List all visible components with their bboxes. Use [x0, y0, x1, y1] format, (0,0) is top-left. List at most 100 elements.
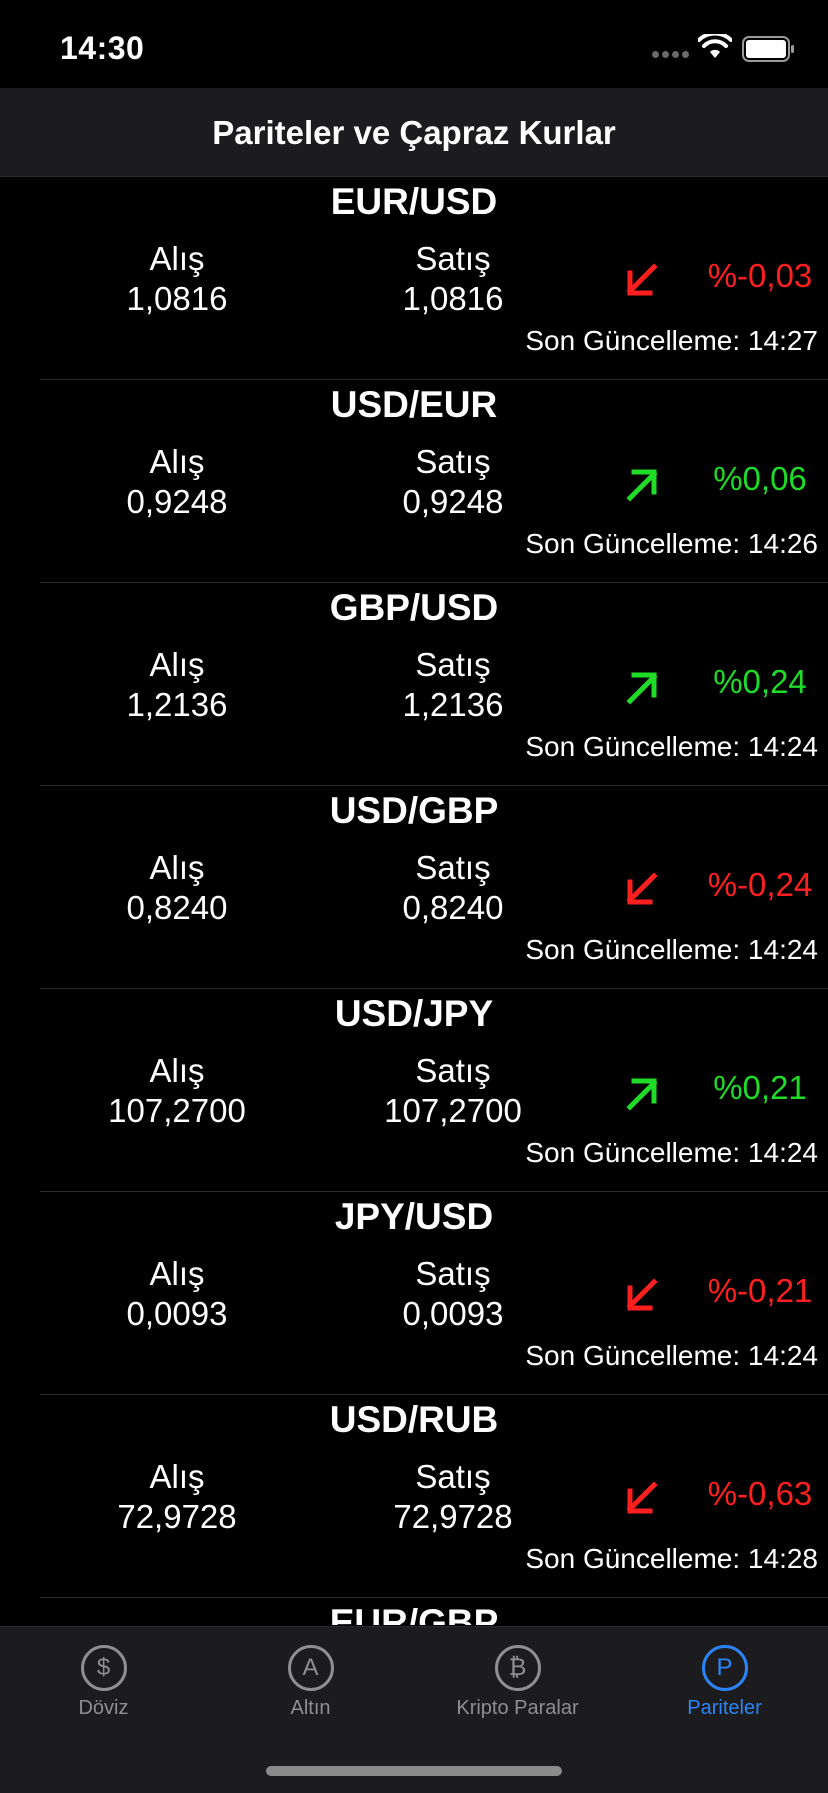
tab-kripto[interactable]: ₿ Kripto Paralar	[414, 1645, 621, 1720]
buy-column: Alış 0,0093	[47, 1254, 307, 1334]
buy-label: Alış	[149, 849, 205, 886]
last-updated: Son Güncelleme: 14:27	[525, 325, 818, 356]
sell-label: Satış	[415, 1255, 491, 1292]
tab-altin[interactable]: A Altın	[207, 1645, 414, 1720]
home-indicator	[266, 1766, 562, 1776]
bitcoin-circle-icon: ₿	[494, 1645, 541, 1691]
pair-name: USD/RUB	[329, 1399, 499, 1440]
list-item[interactable]: EUR/GBP	[40, 1598, 828, 1625]
buy-value: 1,2136	[126, 686, 228, 723]
change-percent: %0,24	[713, 663, 807, 700]
sell-label: Satış	[415, 646, 491, 683]
last-updated: Son Güncelleme: 14:24	[525, 1137, 818, 1168]
buy-label: Alış	[149, 1255, 205, 1292]
buy-value: 1,0816	[126, 280, 228, 317]
pair-name: USD/GBP	[329, 790, 499, 831]
list-item[interactable]: EUR/USD Alış 1,0816 Satış 1,0816 %-0,03 Son Gü…	[40, 177, 828, 380]
list-item[interactable]: USD/GBP Alış 0,8240 Satış 0,8240 %-0,24 Son Gü…	[40, 786, 828, 989]
sell-value: 1,2136	[402, 686, 504, 723]
buy-column: Alış 1,0816	[47, 239, 307, 319]
sell-label: Satış	[415, 1052, 491, 1089]
arrow-down-left-icon	[626, 872, 658, 905]
last-updated: Son Güncelleme: 14:28	[525, 1543, 818, 1574]
sell-column: Satış 0,8240	[323, 848, 583, 928]
status-time: 14:30	[60, 30, 145, 66]
arrow-down-left-icon	[626, 1278, 658, 1311]
sell-column: Satış 72,9728	[323, 1457, 583, 1537]
last-updated: Son Güncelleme: 14:24	[525, 934, 818, 965]
buy-column: Alış 107,2700	[47, 1051, 307, 1131]
parity-list[interactable]: EUR/USD Alış 1,0816 Satış 1,0816 %-0,03 Son Gü…	[0, 177, 828, 1625]
sell-label: Satış	[415, 849, 491, 886]
sell-column: Satış 107,2700	[323, 1051, 583, 1131]
sell-value: 72,9728	[393, 1498, 513, 1535]
buy-value: 0,0093	[126, 1295, 228, 1332]
sell-label: Satış	[415, 443, 491, 480]
last-updated: Son Güncelleme: 14:26	[525, 528, 818, 559]
tab-label: Pariteler	[687, 1697, 762, 1719]
cellular-signal-icon	[652, 51, 689, 58]
pair-name: EUR/GBP	[329, 1602, 499, 1625]
tab-pariteler[interactable]: P Pariteler	[621, 1645, 828, 1720]
sell-value: 107,2700	[384, 1092, 522, 1129]
sell-value: 0,8240	[402, 889, 504, 926]
wifi-icon	[698, 34, 732, 58]
buy-value: 0,8240	[126, 889, 228, 926]
tab-bar: $ Döviz A Altın ₿ Kripto Paralar P Pariteler	[0, 1626, 828, 1793]
pair-name: EUR/USD	[330, 181, 498, 222]
change-percent: %0,21	[713, 1069, 807, 1106]
list-item[interactable]: USD/JPY Alış 107,2700 Satış 107,2700 %0,21 Son…	[40, 989, 828, 1192]
parity-circle-icon: P	[701, 1645, 748, 1691]
navigation-bar: Pariteler ve Çapraz Kurlar	[0, 88, 828, 177]
buy-column: Alış 0,9248	[47, 442, 307, 522]
sell-column: Satış 0,0093	[323, 1254, 583, 1334]
buy-value: 0,9248	[126, 483, 228, 520]
buy-column: Alış 72,9728	[47, 1457, 307, 1537]
tab-label: Döviz	[78, 1697, 129, 1719]
buy-label: Alış	[149, 1458, 205, 1495]
change-percent: %-0,24	[707, 866, 813, 903]
sell-value: 1,0816	[402, 280, 504, 317]
buy-column: Alış 1,2136	[47, 645, 307, 725]
pair-name: USD/JPY	[334, 993, 494, 1034]
list-item[interactable]: GBP/USD Alış 1,2136 Satış 1,2136 %0,24 Son Gün…	[40, 583, 828, 786]
buy-value: 107,2700	[108, 1092, 246, 1129]
arrow-up-right-icon	[626, 469, 658, 502]
change-percent: %-0,21	[707, 1272, 813, 1309]
sell-column: Satış 0,9248	[323, 442, 583, 522]
battery-icon	[742, 36, 794, 62]
sell-label: Satış	[415, 240, 491, 277]
change-percent: %-0,03	[707, 257, 813, 294]
sell-column: Satış 1,2136	[323, 645, 583, 725]
sell-label: Satış	[415, 1458, 491, 1495]
pair-name: GBP/USD	[329, 587, 499, 628]
buy-label: Alış	[149, 1052, 205, 1089]
last-updated: Son Güncelleme: 14:24	[525, 1340, 818, 1371]
page-title: Pariteler ve Çapraz Kurlar	[212, 114, 616, 151]
change-percent: %0,06	[713, 460, 807, 497]
last-updated: Son Güncelleme: 14:24	[525, 731, 818, 762]
pair-name: USD/EUR	[330, 384, 498, 425]
sell-value: 0,9248	[402, 483, 504, 520]
buy-value: 72,9728	[117, 1498, 237, 1535]
sell-value: 0,0093	[402, 1295, 504, 1332]
change-percent: %-0,63	[707, 1475, 813, 1512]
buy-column: Alış 0,8240	[47, 848, 307, 928]
buy-label: Alış	[149, 240, 205, 277]
sell-column: Satış 1,0816	[323, 239, 583, 319]
dollar-circle-icon: $	[80, 1645, 127, 1691]
list-item[interactable]: USD/EUR Alış 0,9248 Satış 0,9248 %0,06 Son Gün…	[40, 380, 828, 583]
buy-label: Alış	[149, 646, 205, 683]
tab-label: Altın	[290, 1697, 331, 1719]
arrow-down-left-icon	[626, 263, 658, 296]
gold-circle-icon: A	[287, 1645, 334, 1691]
status-bar: 14:30	[0, 0, 828, 88]
tab-label: Kripto Paralar	[456, 1697, 579, 1719]
buy-label: Alış	[149, 443, 205, 480]
list-item[interactable]: JPY/USD Alış 0,0093 Satış 0,0093 %-0,21 Son Gü…	[40, 1192, 828, 1395]
list-item[interactable]: USD/RUB Alış 72,9728 Satış 72,9728 %-0,63 Son …	[40, 1395, 828, 1598]
pair-name: JPY/USD	[334, 1196, 494, 1237]
arrow-up-right-icon	[626, 1078, 658, 1111]
arrow-up-right-icon	[626, 672, 658, 705]
tab-doviz[interactable]: $ Döviz	[0, 1645, 207, 1720]
